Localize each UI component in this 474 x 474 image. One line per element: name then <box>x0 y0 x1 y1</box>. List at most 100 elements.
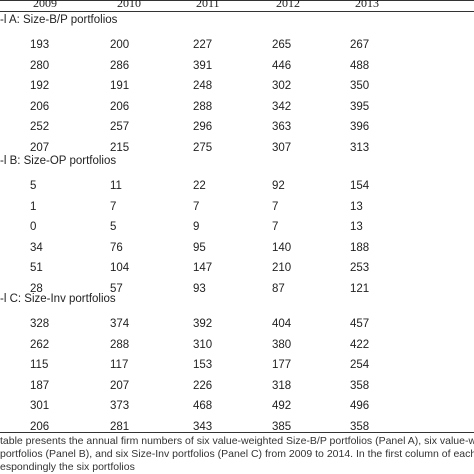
table-cell: 265 <box>272 39 292 51</box>
table-cell: 373 <box>110 400 130 412</box>
table-cell: 117 <box>110 359 129 371</box>
table-cell: 7 <box>272 200 279 213</box>
table-cell: 92 <box>272 180 285 192</box>
table-cell: 227 <box>193 39 213 51</box>
panel-title: -l C: Size-Inv portfolios <box>0 293 116 305</box>
table-cell: 252 <box>30 121 50 133</box>
table-cell: 254 <box>350 359 370 371</box>
table-cell: 392 <box>193 318 213 330</box>
table-cell: 267 <box>350 39 370 51</box>
table-cell: 422 <box>350 338 370 351</box>
table-cell: 76 <box>110 241 123 254</box>
table-cell: 206 <box>30 100 50 113</box>
table-cell: 374 <box>110 318 130 330</box>
year-header-1: 2009 <box>33 0 57 10</box>
table-cell: 93 <box>193 282 206 295</box>
table-cell: 318 <box>272 379 292 392</box>
table-cell: 301 <box>30 400 50 412</box>
table-cell: 192 <box>30 80 50 92</box>
table-cell: 385 <box>272 420 292 433</box>
caption-line-1: table presents the annual firm numbers o… <box>0 435 474 447</box>
table-cell: 7 <box>110 200 117 213</box>
table-cell: 5 <box>30 180 37 192</box>
table-cell: 328 <box>30 318 50 330</box>
table-cell: 200 <box>110 39 130 51</box>
table-cell: 34 <box>30 241 43 254</box>
table-cell: 380 <box>272 338 292 351</box>
table-cell: 1 <box>30 200 37 213</box>
table-cell: 95 <box>193 241 206 254</box>
table-cell: 391 <box>193 59 213 72</box>
table-cell: 153 <box>193 359 213 371</box>
table-cell: 11 <box>110 180 122 192</box>
panel-title: -l A: Size-B/P portfolios <box>0 14 118 26</box>
table-cell: 7 <box>272 221 279 233</box>
table-cell: 191 <box>110 80 130 92</box>
table-cell: 9 <box>193 221 200 233</box>
table-cell: 215 <box>110 141 130 154</box>
table-caption: table presents the annual firm numbers o… <box>0 435 474 474</box>
table-cell: 13 <box>350 200 363 213</box>
table-cell: 140 <box>272 241 292 254</box>
table-cell: 363 <box>272 121 292 133</box>
table-cell: 13 <box>350 221 363 233</box>
table-cell: 446 <box>272 59 292 72</box>
table-cell: 350 <box>350 80 370 92</box>
table-cell: 7 <box>193 200 200 213</box>
table-cell: 177 <box>272 359 292 371</box>
table-cell: 121 <box>350 282 370 295</box>
panel-title: -l B: Size-OP portfolios <box>0 155 117 167</box>
table-cell: 226 <box>193 379 213 392</box>
table-cell: 154 <box>350 180 370 192</box>
table-cell: 115 <box>30 359 49 371</box>
table-cell: 193 <box>30 39 50 51</box>
table-cell: 310 <box>193 338 213 351</box>
table-cell: 288 <box>193 100 213 113</box>
table-cell: 396 <box>350 121 370 133</box>
table-cell: 5 <box>110 221 117 233</box>
table-cell: 206 <box>30 420 50 433</box>
year-header-4: 2012 <box>276 0 300 10</box>
table-cell: 296 <box>193 121 213 133</box>
year-header-2: 2010 <box>117 0 141 10</box>
table-cell: 207 <box>110 379 130 392</box>
table-cell: 313 <box>350 141 370 154</box>
table-cell: 257 <box>110 121 130 133</box>
header-rule <box>0 11 474 12</box>
table-cell: 288 <box>110 338 130 351</box>
table-cell: 468 <box>193 400 213 412</box>
table-cell: 22 <box>193 180 206 192</box>
table-cell: 28 <box>30 282 43 295</box>
caption-line-2: portfolios (Panel B), and six Size-Inv p… <box>0 448 474 460</box>
table-cell: 188 <box>350 241 370 254</box>
table-cell: 187 <box>30 379 50 392</box>
table-cell: 358 <box>350 379 370 392</box>
caption-line-3: espondingly the six portfolios <box>0 461 135 473</box>
table-cell: 57 <box>110 282 123 295</box>
table-cell: 286 <box>110 59 130 72</box>
table-cell: 275 <box>193 141 213 154</box>
table-cell: 0 <box>30 221 37 233</box>
table-cell: 395 <box>350 100 370 113</box>
table-cell: 87 <box>272 282 285 295</box>
table-cell: 488 <box>350 59 370 72</box>
table-cell: 147 <box>193 262 213 274</box>
table-cell: 51 <box>30 262 43 274</box>
table-cell: 210 <box>272 262 292 274</box>
table-cell: 206 <box>110 100 130 113</box>
table-cell: 302 <box>272 80 292 92</box>
table-cell: 492 <box>272 400 292 412</box>
table-cell: 404 <box>272 318 292 330</box>
year-header-3: 2011 <box>196 0 220 10</box>
table-cell: 280 <box>30 59 50 72</box>
top-rule <box>0 0 474 1</box>
table-cell: 496 <box>350 400 370 412</box>
table-cell: 253 <box>350 262 370 274</box>
table-cell: 358 <box>350 420 370 433</box>
table-cell: 248 <box>193 80 213 92</box>
table-cell: 207 <box>30 141 50 154</box>
bottom-rule <box>0 432 474 433</box>
table-cell: 342 <box>272 100 292 113</box>
table-cell: 457 <box>350 318 370 330</box>
